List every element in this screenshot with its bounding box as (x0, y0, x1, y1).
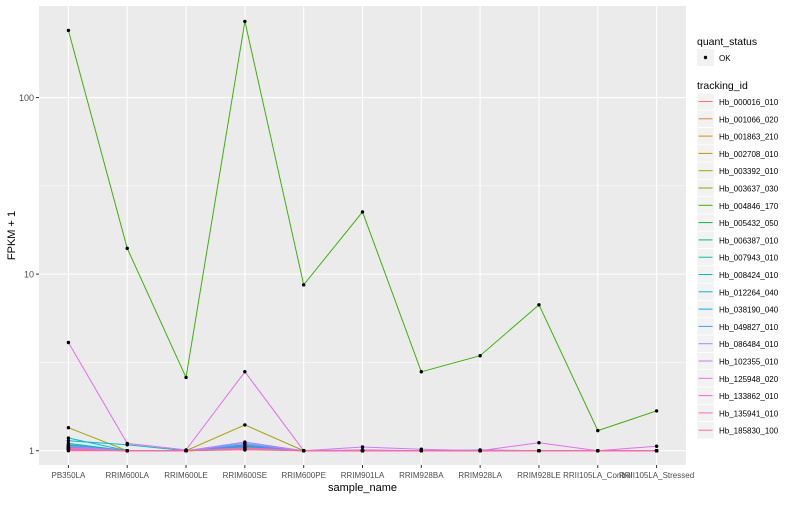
x-axis: PB350LA RRIM600LA RRIM600LE RRIM600SE RRIM60… (52, 465, 694, 480)
x-tick-label: RRIM928LE (517, 471, 561, 480)
data-point (360, 210, 365, 214)
data-point (360, 449, 365, 453)
x-tick-label: RRIM928BA (399, 471, 444, 480)
data-point (243, 447, 247, 451)
y-tick-label: 10 (24, 270, 34, 280)
data-point (537, 303, 541, 307)
data-points (66, 19, 659, 453)
data-point (243, 370, 247, 374)
data-point (654, 444, 659, 448)
data-point (596, 449, 600, 453)
x-tick-label: RRIM600PE (281, 471, 325, 480)
legend-label: Hb_003637_030 (719, 185, 779, 194)
legend-label: Hb_007943_010 (719, 254, 779, 263)
y-axis-label: FPKM + 1 (6, 211, 18, 260)
x-tick-label: PB350LA (52, 471, 86, 480)
legend-label: Hb_012264_040 (719, 288, 779, 297)
data-point (419, 449, 424, 453)
data-point (125, 246, 129, 251)
legend-label-ok: OK (719, 54, 731, 63)
data-point (478, 354, 482, 358)
data-point (537, 441, 541, 445)
data-point (654, 409, 659, 413)
data-point (243, 441, 247, 446)
legend-label: Hb_135941_010 (719, 409, 779, 418)
data-point (360, 445, 365, 449)
data-point (125, 441, 129, 446)
legend-label: Hb_005432_050 (719, 219, 779, 228)
data-point (125, 449, 129, 453)
data-point (243, 423, 247, 427)
legend-label: Hb_133862_010 (719, 392, 779, 401)
data-point (66, 438, 71, 443)
legend-label: Hb_125948_020 (719, 375, 779, 384)
data-point (66, 340, 71, 345)
legend-label: Hb_004846_170 (719, 202, 779, 211)
data-point (419, 370, 424, 374)
legend-label: Hb_006387_010 (719, 236, 779, 245)
y-tick-label: 1 (29, 446, 34, 456)
data-point (184, 449, 188, 453)
legend-label: Hb_049827_010 (719, 323, 779, 332)
x-tick-label: RRII105LA_Control (563, 471, 633, 480)
data-point (66, 449, 71, 453)
data-point (243, 19, 247, 24)
legend-title-quant-status: quant_status (697, 36, 757, 48)
x-tick-label: RRII105LA_Stressed (619, 471, 694, 480)
data-point (66, 28, 71, 33)
x-tick-label: RRIM901LA (341, 471, 385, 480)
data-point (66, 436, 71, 440)
x-tick-label: RRIM600LE (164, 471, 208, 480)
data-point (184, 375, 188, 380)
x-tick-label: RRIM928LA (458, 471, 502, 480)
legend-label: Hb_038190_040 (719, 306, 779, 315)
legend: quant_status OK tracking_id Hb_000016_010 Hb… (696, 36, 779, 439)
legend-label: Hb_102355_010 (719, 358, 779, 367)
legend-key-point (703, 55, 708, 60)
y-axis: 1 10 100 (19, 93, 39, 456)
legend-label: Hb_000016_010 (719, 98, 779, 107)
y-tick-label: 100 (19, 93, 34, 103)
legend-label: Hb_001863_210 (719, 133, 779, 142)
data-point (301, 449, 306, 453)
legend-label: Hb_086484_010 (719, 340, 779, 349)
legend-label: Hb_001066_020 (719, 115, 779, 124)
legend-label: Hb_008424_010 (719, 271, 779, 280)
data-point (537, 449, 541, 453)
legend-label: Hb_185830_100 (719, 427, 779, 436)
data-point (66, 425, 71, 430)
x-tick-label: RRIM600LA (105, 471, 149, 480)
legend-label: Hb_002708_010 (719, 150, 779, 159)
x-tick-label: RRIM600SE (223, 471, 267, 480)
x-axis-label: sample_name (328, 482, 397, 494)
data-point (654, 449, 659, 453)
legend-label: Hb_003392_010 (719, 167, 779, 176)
legend-title-tracking-id: tracking_id (697, 80, 748, 92)
data-point (596, 428, 600, 433)
data-point (301, 283, 306, 287)
data-point (478, 449, 482, 453)
